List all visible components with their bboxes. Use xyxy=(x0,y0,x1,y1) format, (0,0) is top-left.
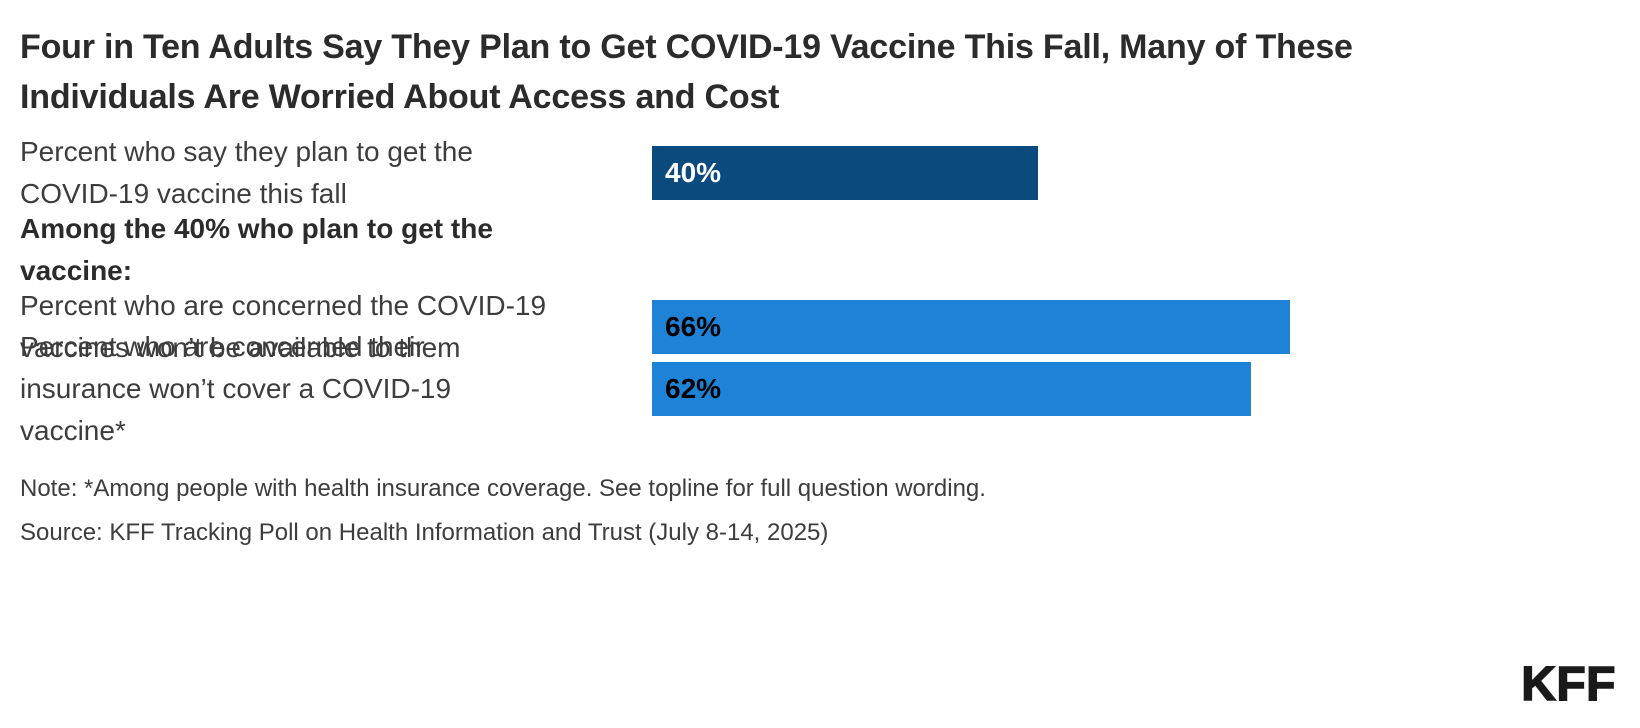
section-header-row: Among the 40% who plan to get the vaccin… xyxy=(20,208,1618,292)
chart-source: Source: KFF Tracking Poll on Health Info… xyxy=(20,519,829,546)
chart-footer: Note: *Among people with health insuranc… xyxy=(20,474,1620,548)
bar-track: 62% xyxy=(652,362,1618,416)
chart-title: Four in Ten Adults Say They Plan to Get … xyxy=(20,28,1353,116)
bar: 66% xyxy=(652,300,1290,354)
bar-track xyxy=(652,208,1618,292)
bar-value-label: 66% xyxy=(665,311,722,342)
bar-track: 66% xyxy=(652,300,1618,354)
bar: 40% xyxy=(652,146,1039,200)
section-header: Among the 40% who plan to get the vaccin… xyxy=(20,213,493,286)
row-label: Percent who are concerned their insuranc… xyxy=(20,331,452,446)
chart-row: Percent who say they plan to get the COV… xyxy=(20,136,1618,209)
kff-logo: KFF xyxy=(1520,657,1616,712)
row-label: Percent who say they plan to get the COV… xyxy=(20,136,473,209)
chart-row: Percent who are concerned the COVID-19 v… xyxy=(20,290,1618,363)
bar-value-label: 62% xyxy=(665,373,722,404)
bar-value-label: 40% xyxy=(665,157,722,188)
row-label: Percent who are concerned the COVID-19 v… xyxy=(20,290,547,363)
bar-track: 40% xyxy=(652,146,1618,200)
bar-chart: Percent who say they plan to get the COV… xyxy=(20,136,1618,446)
bar: 62% xyxy=(652,362,1251,416)
chart-row: Percent who are concerned their insuranc… xyxy=(20,331,1618,446)
chart-note: Note: *Among people with health insuranc… xyxy=(20,475,986,502)
